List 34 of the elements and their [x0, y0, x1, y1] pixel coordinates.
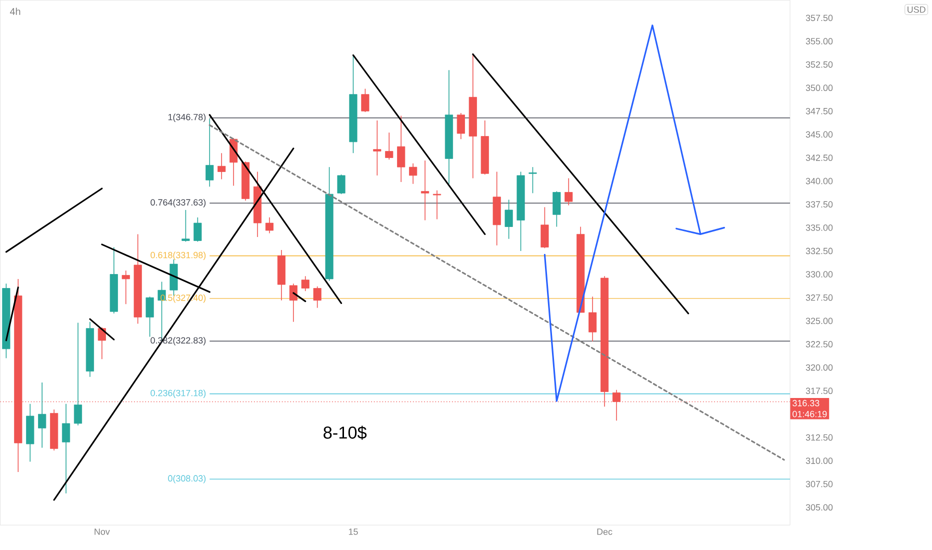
- y-tick-label: 332.50: [806, 248, 833, 254]
- y-tick-label: 325.00: [806, 318, 833, 324]
- ref-line-label: 0.764(337.63): [150, 198, 206, 208]
- y-tick-label: 350.00: [806, 84, 833, 91]
- ref-line-label: 0.236(317.18): [150, 390, 206, 398]
- y-tick-label: 317.50: [806, 388, 833, 394]
- y-tick-label: 345.00: [806, 131, 833, 138]
- text: USD: [908, 6, 926, 13]
- y-tick-label: 320.00: [806, 364, 833, 371]
- x-tick-label: Dec: [597, 528, 612, 535]
- y-tick-label: 335.00: [806, 224, 833, 231]
- y-tick-label: 342.50: [806, 154, 833, 161]
- y-tick-label: 305.00: [806, 504, 833, 511]
- y-tick-label: 307.50: [806, 480, 833, 488]
- y-tick-label: 312.50: [806, 434, 833, 441]
- ref-line-label: 1(346.78): [168, 114, 206, 122]
- y-tick-label: 347.50: [806, 108, 833, 114]
- ref-line-label: 316.33: [792, 400, 820, 406]
- y-tick-label: 357.50: [806, 14, 833, 22]
- y-tick-label: 330.00: [806, 271, 833, 278]
- y-tick-label: 322.50: [806, 341, 833, 348]
- annotation: 8-10$: [324, 426, 367, 440]
- text: 4h: [10, 8, 20, 15]
- y-tick-label: 310.00: [806, 458, 833, 464]
- y-tick-label: 327.50: [806, 294, 833, 301]
- ref-line-label: 0(308.03): [168, 474, 206, 484]
- y-tick-label: 352.50: [806, 61, 833, 68]
- y-tick-label: 337.50: [806, 201, 833, 208]
- ref-line-label: 0.618(331.98): [150, 252, 206, 260]
- y-tick-label: 355.00: [806, 38, 833, 44]
- x-tick-label: 15: [348, 528, 358, 535]
- x-tick-label: Nov: [94, 528, 110, 535]
- y-tick-label: 340.00: [806, 178, 833, 184]
- text: 01:46:19: [792, 410, 827, 418]
